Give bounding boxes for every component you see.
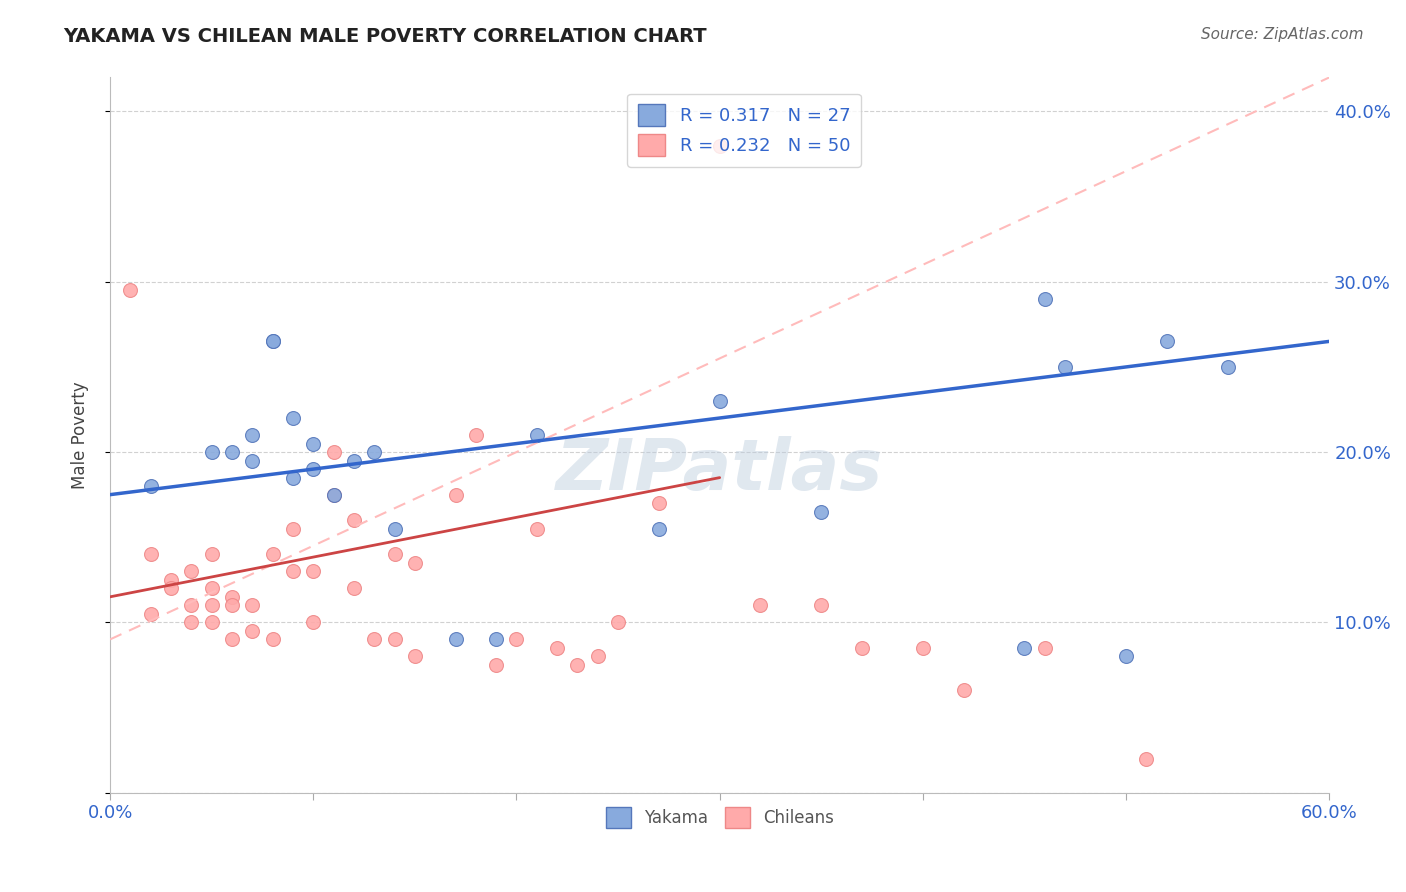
Point [262,334,284,349]
Point [139,547,162,561]
Point [952,683,974,698]
Point [709,394,731,409]
Point [281,411,304,425]
Point [1033,292,1056,306]
Point [363,445,385,459]
Point [444,488,467,502]
Point [160,582,183,596]
Point [363,632,385,647]
Point [546,640,568,655]
Point [262,334,284,349]
Point [586,649,609,664]
Point [302,462,325,476]
Point [180,615,202,630]
Point [240,624,263,638]
Point [281,564,304,578]
Point [240,453,263,467]
Point [322,488,344,502]
Point [281,522,304,536]
Point [322,488,344,502]
Point [160,573,183,587]
Point [221,632,243,647]
Text: YAKAMA VS CHILEAN MALE POVERTY CORRELATION CHART: YAKAMA VS CHILEAN MALE POVERTY CORRELATI… [63,27,707,45]
Point [221,590,243,604]
Point [404,649,426,664]
Point [404,556,426,570]
Point [139,479,162,493]
Text: ZIPatlas: ZIPatlas [555,436,883,505]
Point [485,657,508,672]
Point [343,582,366,596]
Point [444,632,467,647]
Point [201,582,224,596]
Point [1135,751,1157,765]
Point [302,615,325,630]
Point [1033,640,1056,655]
Point [810,599,832,613]
Point [384,522,406,536]
Point [749,599,772,613]
Point [221,445,243,459]
Point [1115,649,1137,664]
Point [464,428,486,442]
Point [1054,359,1077,374]
Point [221,599,243,613]
Point [607,615,630,630]
Point [120,283,142,297]
Point [567,657,589,672]
Point [1156,334,1178,349]
Point [302,436,325,450]
Point [505,632,527,647]
Y-axis label: Male Poverty: Male Poverty [72,381,89,489]
Point [262,632,284,647]
Point [201,547,224,561]
Point [911,640,934,655]
Point [180,564,202,578]
Point [647,522,669,536]
Point [240,599,263,613]
Text: Source: ZipAtlas.com: Source: ZipAtlas.com [1201,27,1364,42]
Point [851,640,873,655]
Point [526,522,548,536]
Point [281,470,304,484]
Point [1216,359,1239,374]
Point [647,496,669,510]
Point [302,564,325,578]
Point [240,428,263,442]
Point [384,547,406,561]
Point [709,138,731,153]
Point [139,607,162,621]
Legend: Yakama, Chileans: Yakama, Chileans [599,801,841,834]
Point [526,428,548,442]
Point [1014,640,1036,655]
Point [201,599,224,613]
Point [384,632,406,647]
Point [180,599,202,613]
Point [322,445,344,459]
Point [262,547,284,561]
Point [343,453,366,467]
Point [201,445,224,459]
Point [343,513,366,527]
Point [810,505,832,519]
Point [485,632,508,647]
Point [201,615,224,630]
